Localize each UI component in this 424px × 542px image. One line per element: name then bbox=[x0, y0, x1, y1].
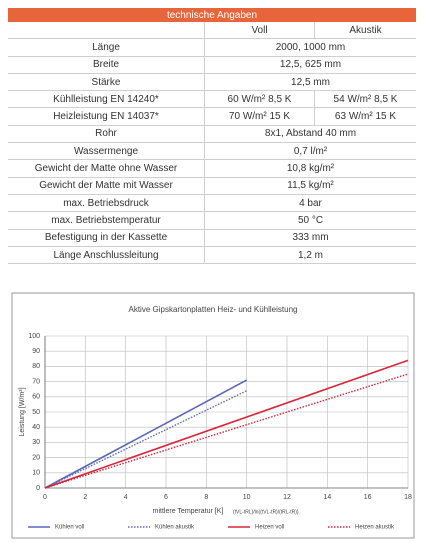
series-line bbox=[44, 379, 248, 489]
x-tick-label: 12 bbox=[283, 494, 291, 501]
row-value: 2000, 1000 mm bbox=[204, 38, 416, 57]
series-line bbox=[44, 373, 409, 489]
x-tick-label: 16 bbox=[364, 494, 372, 501]
y-tick-label: 80 bbox=[32, 363, 40, 370]
series-line bbox=[44, 390, 247, 489]
table-row: max. Betriebstemperatur 50 °C bbox=[8, 211, 416, 230]
legend-label: Kühlen voll bbox=[55, 525, 84, 531]
y-tick-label: 30 bbox=[32, 439, 40, 446]
chart-title: Aktive Gipskartonplatten Heiz- und Kühll… bbox=[129, 305, 298, 314]
chart-frame bbox=[11, 292, 415, 539]
table-row: Stärke 12,5 mm bbox=[8, 73, 416, 92]
row-value: 8x1, Abstand 40 mm bbox=[204, 125, 416, 144]
table-title-row: technische Angaben bbox=[8, 8, 416, 22]
legend-label: Heizen voll bbox=[255, 525, 284, 531]
x-axis-label-note: (tVL-tRL)/ln((tVL-tR)/(tRL-tR)) bbox=[233, 509, 299, 515]
row-label: Länge Anschlussleitung bbox=[8, 246, 205, 265]
row-label: Gewicht der Matte mit Wasser bbox=[8, 177, 205, 195]
row-value: 50 °C bbox=[204, 211, 416, 230]
header-row: Voll Akustik bbox=[8, 22, 416, 40]
table-row: Befestigung in der Kassette 333 mm bbox=[8, 229, 416, 247]
row-label: Breite bbox=[8, 56, 205, 74]
row-label: Rohr bbox=[8, 125, 205, 144]
row-value: 60 W/m² 8,5 K bbox=[204, 90, 315, 109]
x-tick-label: 10 bbox=[243, 494, 251, 501]
table-row: Rohr 8x1, Abstand 40 mm bbox=[8, 125, 416, 144]
row-value: 12,5 mm bbox=[204, 73, 416, 92]
table-row: Heizleistung EN 14037* 70 W/m² 15 K 63 W/m… bbox=[8, 107, 416, 126]
table-row: max. Betriebsdruck 4 bar bbox=[8, 194, 416, 213]
y-tick-label: 0 bbox=[36, 485, 40, 492]
row-label: Befestigung in der Kassette bbox=[8, 229, 205, 247]
row-label: Länge bbox=[8, 38, 205, 57]
table-row: Länge Anschlussleitung 1,2 m bbox=[8, 246, 416, 265]
table-row: Wassermenge 0,7 l/m² bbox=[8, 142, 416, 161]
row-label: Stärke bbox=[8, 73, 205, 92]
row-value: 54 W/m² 8,5 K bbox=[314, 90, 416, 109]
series-line bbox=[44, 359, 409, 489]
table-row: Gewicht der Matte mit Wasser 11,5 kg/m² bbox=[8, 177, 416, 195]
x-tick-label: 4 bbox=[124, 494, 128, 501]
x-tick-label: 6 bbox=[164, 494, 168, 501]
y-tick-label: 50 bbox=[32, 409, 40, 416]
row-label: Wassermenge bbox=[8, 142, 205, 161]
x-tick-label: 2 bbox=[83, 494, 87, 501]
y-tick-label: 40 bbox=[32, 424, 40, 431]
row-value: 0,7 l/m² bbox=[204, 142, 416, 161]
row-label: max. Betriebstemperatur bbox=[8, 211, 205, 230]
table-row: Breite 12,5, 625 mm bbox=[8, 56, 416, 74]
y-tick-label: 100 bbox=[28, 333, 40, 340]
header-cell: Voll bbox=[204, 22, 315, 40]
y-tick-label: 20 bbox=[32, 454, 40, 461]
row-label: Kühlleistung EN 14240* bbox=[8, 90, 205, 109]
row-value: 11,5 kg/m² bbox=[204, 177, 416, 195]
legend-label: Heizen akustik bbox=[355, 525, 395, 531]
row-value: 63 W/m² 15 K bbox=[314, 107, 416, 126]
x-tick-label: 0 bbox=[43, 494, 47, 501]
x-tick-label: 8 bbox=[204, 494, 208, 501]
table-row: Kühlleistung EN 14240* 60 W/m² 8,5 K 54 W/… bbox=[8, 90, 416, 109]
table-row: Länge 2000, 1000 mm bbox=[8, 38, 416, 57]
y-tick-label: 70 bbox=[32, 378, 40, 385]
header-empty bbox=[8, 22, 205, 40]
y-axis-label: Leistung [W/m²] bbox=[19, 387, 26, 436]
table-title: technische Angaben bbox=[8, 8, 416, 22]
x-tick-label: 14 bbox=[323, 494, 331, 501]
x-tick-label: 18 bbox=[404, 494, 412, 501]
row-label: max. Betriebsdruck bbox=[8, 194, 205, 213]
row-value: 12,5, 625 mm bbox=[204, 56, 416, 74]
row-value: 1,2 m bbox=[204, 246, 416, 265]
row-value: 70 W/m² 15 K bbox=[204, 107, 315, 126]
y-tick-label: 10 bbox=[32, 470, 40, 477]
row-value: 333 mm bbox=[204, 229, 416, 247]
x-axis-label: mittlere Temperatur [K] bbox=[153, 508, 224, 515]
row-label: Heizleistung EN 14037* bbox=[8, 107, 205, 126]
table-row: Gewicht der Matte ohne Wasser 10,8 kg/m² bbox=[8, 159, 416, 178]
y-tick-label: 60 bbox=[32, 394, 40, 401]
spec-table: technische Angaben Voll Akustik Länge 200… bbox=[8, 8, 416, 265]
legend-label: Kühlen akustik bbox=[155, 525, 195, 531]
header-cell: Akustik bbox=[314, 22, 416, 40]
y-tick-label: 90 bbox=[32, 348, 40, 355]
row-label: Gewicht der Matte ohne Wasser bbox=[8, 159, 205, 178]
row-value: 4 bar bbox=[204, 194, 416, 213]
row-value: 10,8 kg/m² bbox=[204, 159, 416, 178]
